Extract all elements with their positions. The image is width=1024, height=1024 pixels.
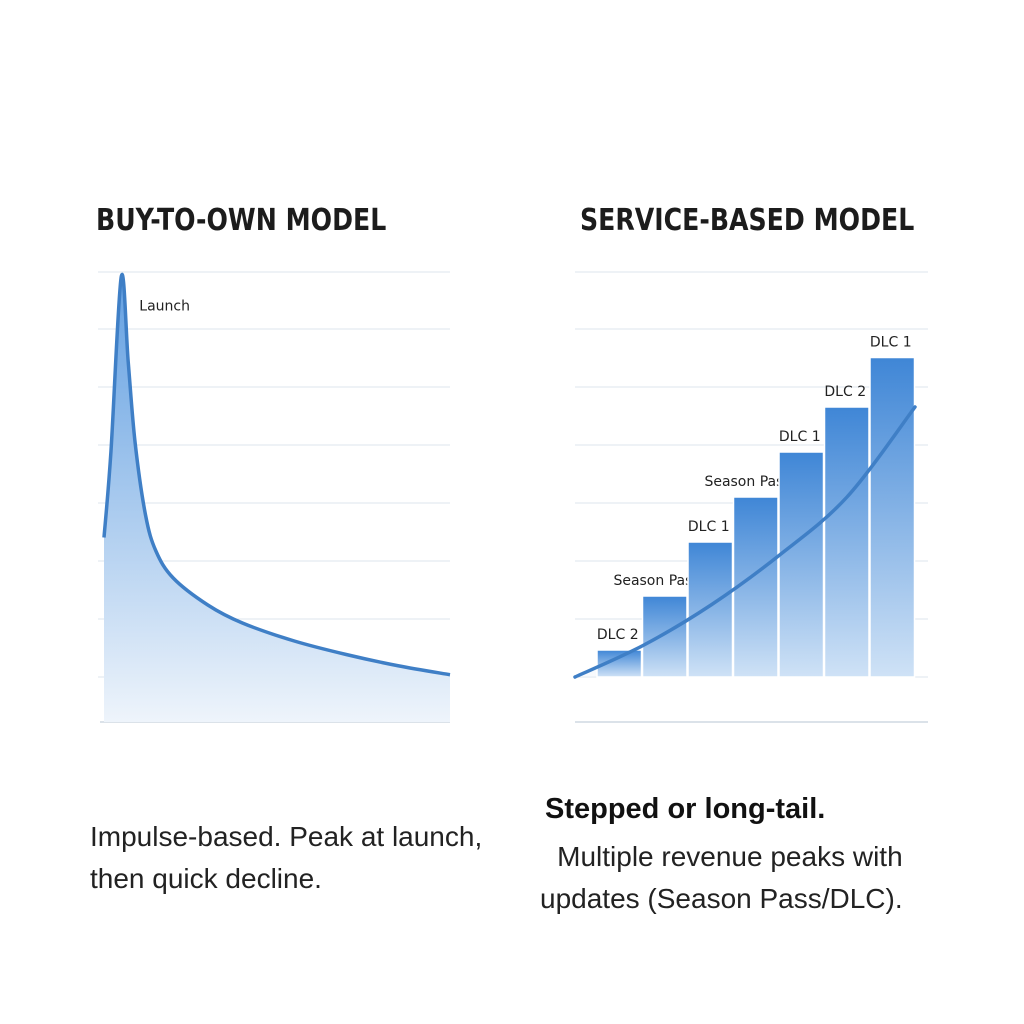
bar-label: DLC 1: [870, 335, 912, 351]
bar: [641, 595, 688, 678]
bar: [687, 541, 734, 678]
service-based-title: SERVICE-BASED MODEL: [580, 203, 915, 238]
bar-label: DLC 1: [688, 519, 730, 535]
bar: [823, 406, 870, 678]
service-based-caption: Multiple revenue peaks with updates (Sea…: [540, 836, 903, 920]
service-based-caption-heading: Stepped or long-tail.: [545, 793, 826, 825]
bar-label: DLC 2: [597, 627, 639, 643]
buy-to-own-title: BUY-TO-OWN MODEL: [96, 203, 387, 238]
caption-left-line-1: Impulse-based. Peak at launch,: [90, 821, 483, 852]
buy-to-own-line: [102, 272, 451, 677]
buy-to-own-caption: Impulse-based. Peak at launch, then quic…: [90, 816, 482, 900]
buy-to-own-chart: Launch: [98, 271, 451, 723]
bar: [596, 649, 643, 678]
bar: [732, 496, 779, 678]
bar-label: DLC 1: [779, 429, 821, 445]
bar: [778, 451, 825, 678]
buy-to-own-area: [104, 274, 450, 722]
service-based-trend-line: [573, 405, 917, 679]
caption-right-line-1: Multiple revenue peaks with: [557, 841, 903, 872]
bar: [869, 356, 916, 678]
bar-label: DLC 2: [824, 384, 866, 400]
launch-annotation: Launch: [139, 299, 190, 315]
caption-right-line-2: updates (Season Pass/DLC).: [540, 883, 903, 914]
caption-left-line-2: then quick decline.: [90, 863, 322, 894]
